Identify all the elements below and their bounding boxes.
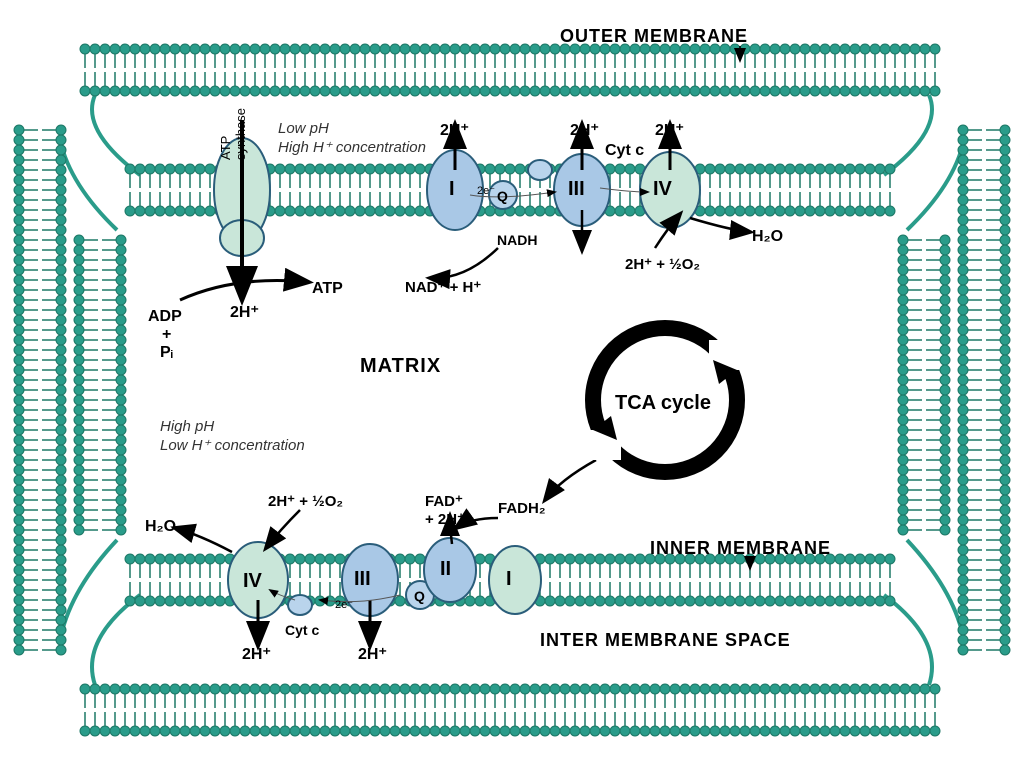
chem-2e-bot: 2e⁻ bbox=[335, 598, 353, 611]
complex-I-b bbox=[489, 546, 541, 614]
chem-2h-bot-1: 2H⁺ bbox=[242, 644, 271, 664]
roman-III-top: III bbox=[568, 178, 585, 201]
roman-II-bot: II bbox=[440, 558, 451, 581]
label-tca: TCA cycle bbox=[615, 392, 711, 415]
chem-h2o-bot: H₂O bbox=[145, 518, 176, 536]
chem-adp-2: + bbox=[162, 326, 171, 344]
chem-2h-top-3: 2H⁺ bbox=[655, 120, 684, 140]
label-q-bot: Q bbox=[414, 588, 425, 604]
roman-IV-top: IV bbox=[653, 178, 672, 201]
label-matrix: MATRIX bbox=[360, 355, 441, 378]
chem-h2o-top: H₂O bbox=[752, 228, 783, 246]
note-bot-1: High pH bbox=[160, 418, 214, 435]
chem-fad2h-1: FAD⁺ bbox=[425, 492, 463, 510]
chem-2h-top-1: 2H⁺ bbox=[440, 120, 469, 140]
chem-2h-top-2: 2H⁺ bbox=[570, 120, 599, 140]
cytc-top bbox=[528, 160, 552, 180]
diagram-svg bbox=[0, 0, 1024, 767]
chem-cytc-top: Cyt c bbox=[605, 142, 644, 160]
roman-I-bot: I bbox=[506, 568, 512, 591]
note-bot-2: Low H⁺ concentration bbox=[160, 436, 305, 454]
chem-2h-atp: 2H⁺ bbox=[230, 302, 259, 322]
label-q-top: Q bbox=[497, 188, 508, 204]
note-top-2: High H⁺ concentration bbox=[278, 138, 426, 156]
roman-IV-bot: IV bbox=[243, 570, 262, 593]
chem-nadh: NADH bbox=[497, 232, 537, 248]
label-outer-membrane: OUTER MEMBRANE bbox=[560, 26, 748, 47]
roman-III-bot: III bbox=[354, 568, 371, 591]
chem-nadh2: NAD⁺ + H⁺ bbox=[405, 278, 481, 296]
chem-halfox-bot: 2H⁺ + ½O₂ bbox=[268, 492, 343, 510]
chem-adp-3: Pᵢ bbox=[160, 344, 173, 362]
chem-fadh2: FADH₂ bbox=[498, 500, 546, 517]
chem-2e-top: 2e⁻ bbox=[477, 184, 495, 197]
chem-adp-1: ADP bbox=[148, 308, 182, 326]
chem-2h-bot-2: 2H⁺ bbox=[358, 644, 387, 664]
chem-halfox-top: 2H⁺ + ½O₂ bbox=[625, 255, 700, 273]
roman-I-top: I bbox=[449, 178, 455, 201]
chem-cytc-bot: Cyt c bbox=[285, 622, 319, 638]
cytc-b bbox=[288, 595, 312, 615]
chem-fad2h-2: + 2H⁺ bbox=[425, 510, 465, 528]
label-inner-membrane: INNER MEMBRANE bbox=[650, 538, 831, 559]
note-top-1: Low pH bbox=[278, 120, 329, 137]
label-ims: INTER MEMBRANE SPACE bbox=[540, 630, 791, 651]
label-atp-synthase: ATP synthase bbox=[218, 108, 248, 160]
chem-atp: ATP bbox=[312, 280, 343, 298]
